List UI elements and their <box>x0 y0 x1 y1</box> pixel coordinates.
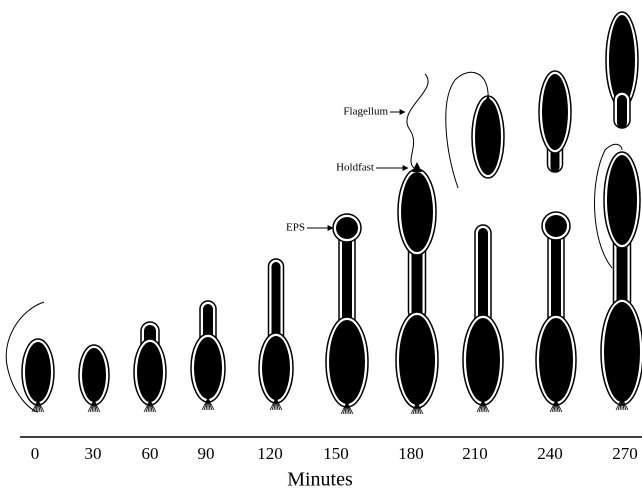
stalk <box>617 95 627 128</box>
time-label: 90 <box>198 444 215 463</box>
time-label: 60 <box>142 444 159 463</box>
time-label: 150 <box>323 444 349 463</box>
cell-body <box>604 302 640 402</box>
cell-body <box>25 342 51 402</box>
cell-body <box>539 318 573 402</box>
cell-body <box>466 318 500 402</box>
cell-body <box>607 155 637 245</box>
time-label: 120 <box>257 444 283 463</box>
cell-body <box>329 320 365 404</box>
cell-body <box>609 15 635 105</box>
holdfast-label: Holdfast <box>336 162 374 174</box>
pilus <box>37 399 45 413</box>
flagellum <box>406 73 429 169</box>
cell-body <box>262 336 290 400</box>
flagellum <box>5 301 45 413</box>
time-label: 180 <box>398 444 424 463</box>
pilus <box>621 397 629 411</box>
pilus <box>275 397 283 411</box>
cell-body <box>475 99 501 175</box>
axis-title: Minutes <box>287 469 353 491</box>
time-label: 0 <box>31 444 40 463</box>
time-label: 240 <box>537 444 563 463</box>
flagellum <box>445 71 489 189</box>
cell-body <box>542 74 568 150</box>
stalk <box>271 262 281 345</box>
pilus <box>207 397 215 411</box>
cell-body <box>137 342 163 402</box>
stalk <box>616 235 628 310</box>
stalk <box>478 228 488 330</box>
cell-body <box>82 348 106 402</box>
stalk <box>551 228 561 330</box>
eps-label: EPS <box>286 222 305 234</box>
stalk <box>411 240 423 320</box>
time-label: 30 <box>85 444 102 463</box>
time-label: 270 <box>612 444 638 463</box>
pilus <box>416 401 424 415</box>
pilus <box>346 401 354 415</box>
pilus <box>482 399 490 413</box>
pilus <box>487 95 495 109</box>
eps <box>545 215 567 237</box>
cell-body <box>401 172 433 252</box>
pilus <box>555 399 563 413</box>
eps <box>336 217 358 239</box>
cell-body <box>194 337 222 399</box>
cells <box>5 11 642 415</box>
flagellum-label: Flagellum <box>343 106 388 118</box>
pilus <box>93 399 101 413</box>
time-label: 210 <box>462 444 488 463</box>
holdfast <box>412 162 422 172</box>
stalk <box>342 235 352 330</box>
pilus <box>149 399 157 413</box>
flagellum <box>594 143 623 269</box>
cell-body <box>399 315 435 405</box>
